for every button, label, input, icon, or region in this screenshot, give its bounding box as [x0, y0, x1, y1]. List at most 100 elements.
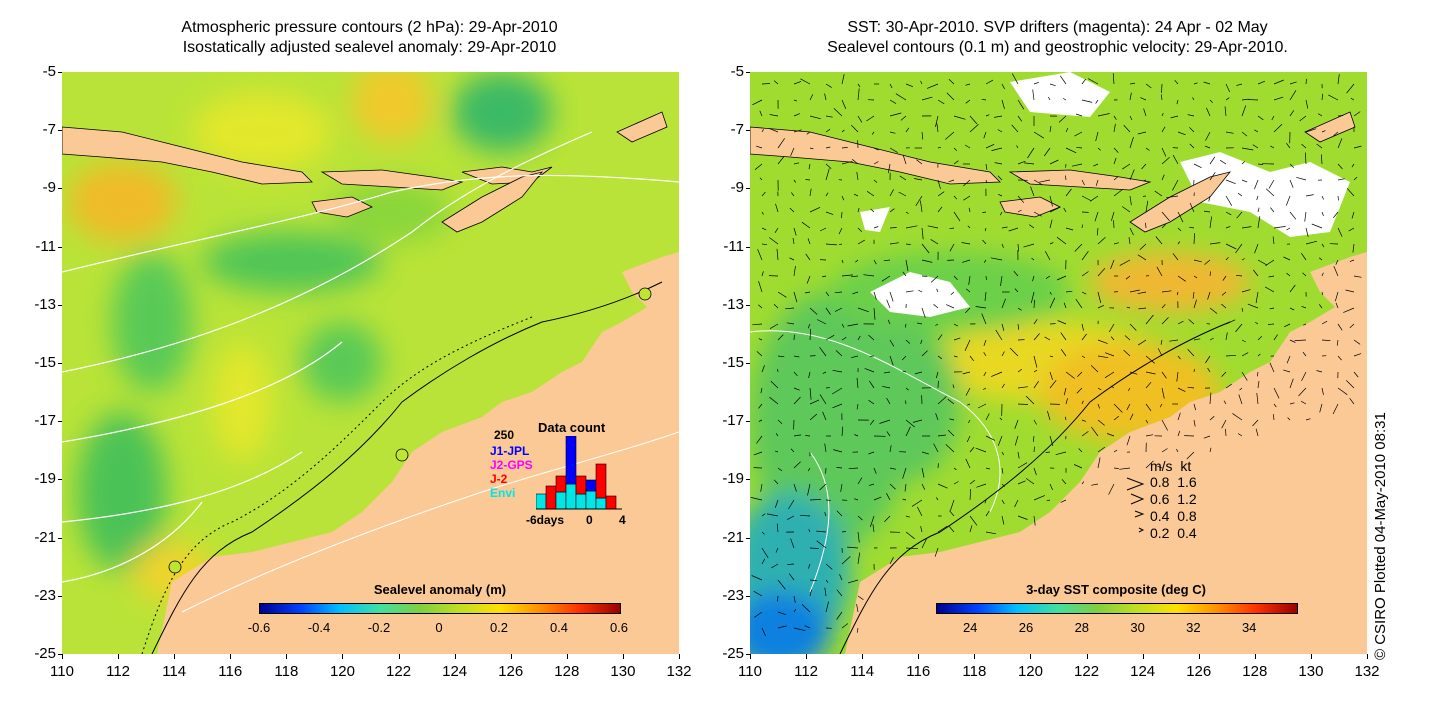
velocity-arrow — [937, 146, 941, 149]
velocity-arrow — [1289, 90, 1297, 101]
velocity-arrow — [761, 211, 764, 215]
velocity-arrow — [985, 510, 990, 517]
velocity-arrow — [1033, 211, 1042, 217]
right-y-tick-label: -7 — [730, 121, 744, 139]
velocity-arrow — [853, 498, 859, 501]
velocity-arrow — [953, 481, 959, 485]
velocity-arrow — [836, 611, 843, 620]
velocity-arrow — [1110, 259, 1115, 270]
velocity-arrow — [1305, 99, 1309, 109]
velocity-arrow — [1001, 499, 1005, 504]
velocity-arrow — [994, 162, 1003, 165]
velocity-arrow — [1000, 275, 1003, 286]
velocity-arrow — [1145, 355, 1155, 364]
velocity-arrow — [948, 526, 955, 533]
velocity-arrow — [793, 291, 798, 303]
left-y-tick-label: -17 — [34, 412, 56, 430]
velocity-arrow — [1289, 307, 1295, 311]
velocity-arrow — [1124, 335, 1131, 341]
left-colorbar-tick-label: -0.6 — [247, 620, 271, 635]
velocity-arrow — [809, 147, 814, 150]
velocity-arrow — [905, 259, 909, 272]
velocity-arrow — [1065, 398, 1068, 405]
velocity-arrow — [869, 380, 875, 389]
velocity-arrow — [1033, 179, 1043, 186]
velocity-arrow — [789, 207, 795, 213]
velocity-arrow — [965, 387, 971, 396]
velocity-arrows — [750, 73, 1362, 637]
velocity-arrow — [1077, 371, 1083, 378]
right-y-tick-mark — [746, 479, 750, 481]
velocity-arrow — [866, 115, 875, 122]
velocity-arrow — [948, 179, 955, 183]
right-y-tick-label: -19 — [722, 470, 744, 488]
velocity-arrow — [825, 211, 834, 215]
velocity-arrow — [1270, 207, 1275, 213]
velocity-arrow — [868, 451, 875, 455]
velocity-arrow — [793, 461, 801, 469]
velocity-arrow — [1033, 495, 1046, 501]
velocity-arrow — [921, 467, 925, 478]
velocity-arrow — [809, 94, 814, 101]
left-y-tick-label: -25 — [34, 645, 56, 662]
velocity-arrow — [1017, 515, 1028, 520]
velocity-arrow — [1255, 291, 1259, 304]
velocity-arrow — [761, 191, 766, 197]
velocity-arrow — [809, 188, 812, 197]
velocity-arrow — [1097, 387, 1102, 391]
velocity-arrow — [793, 113, 801, 117]
velocity-arrow — [1137, 291, 1147, 295]
left-x-tick-label: 118 — [274, 663, 299, 680]
velocity-arrow — [997, 175, 1003, 181]
velocity-arrow — [832, 403, 843, 409]
velocity-arrow — [1161, 223, 1166, 229]
velocity-arrow — [921, 307, 926, 318]
left-y-tick-mark — [58, 188, 62, 190]
velocity-arrow — [1001, 298, 1006, 309]
velocity-arrow — [788, 499, 795, 510]
velocity-arrow — [1219, 159, 1227, 165]
velocity-arrow — [935, 371, 939, 379]
velocity-arrow — [1188, 319, 1195, 325]
velocity-arrow — [1334, 291, 1339, 302]
velocity-arrow — [905, 83, 914, 88]
velocity-arrow — [1161, 387, 1165, 399]
velocity-arrow — [1001, 451, 1005, 456]
velocity-arrow — [809, 413, 818, 421]
velocity-arrow — [1204, 259, 1211, 265]
velocity-arrow — [1254, 179, 1259, 190]
velocity-arrow — [975, 306, 987, 309]
velocity-arrow — [836, 589, 843, 597]
velocity-arrow — [841, 211, 843, 219]
velocity-arrow — [825, 291, 830, 297]
velocity-arrow — [758, 419, 763, 422]
velocity-arrow — [1001, 226, 1008, 229]
velocity-arrow — [793, 179, 796, 183]
velocity-arrow — [1305, 194, 1314, 197]
velocity-arrow — [774, 450, 779, 453]
velocity-arrow — [1126, 403, 1131, 411]
velocity-arrow — [761, 547, 769, 559]
velocity-arrow — [801, 603, 811, 613]
velocity-arrow — [841, 99, 847, 110]
left-colorbar-tick-label: -0.2 — [367, 620, 391, 635]
velocity-arrow — [1065, 290, 1073, 293]
velocity-arrow — [1321, 320, 1328, 325]
velocity-arrow — [793, 483, 797, 492]
velocity-arrow — [1187, 386, 1195, 389]
right-x-tick-mark — [750, 654, 751, 659]
velocity-legend-row-4: 0.2 0.4 — [1150, 525, 1197, 541]
velocity-arrow — [1189, 202, 1195, 213]
right-y-tick-label: -25 — [722, 645, 744, 662]
velocity-arrow — [1349, 398, 1355, 405]
velocity-arrow — [841, 623, 849, 629]
velocity-arrow — [1110, 385, 1115, 389]
velocity-arrow — [1104, 352, 1115, 357]
velocity-arrow — [1161, 147, 1167, 157]
velocity-arrow — [1225, 131, 1234, 134]
velocity-arrow — [805, 253, 811, 261]
velocity-arrow — [1189, 127, 1195, 133]
velocity-arrow — [968, 419, 971, 424]
velocity-arrow — [1027, 147, 1035, 159]
inset-x-label-zero: 0 — [586, 513, 593, 527]
